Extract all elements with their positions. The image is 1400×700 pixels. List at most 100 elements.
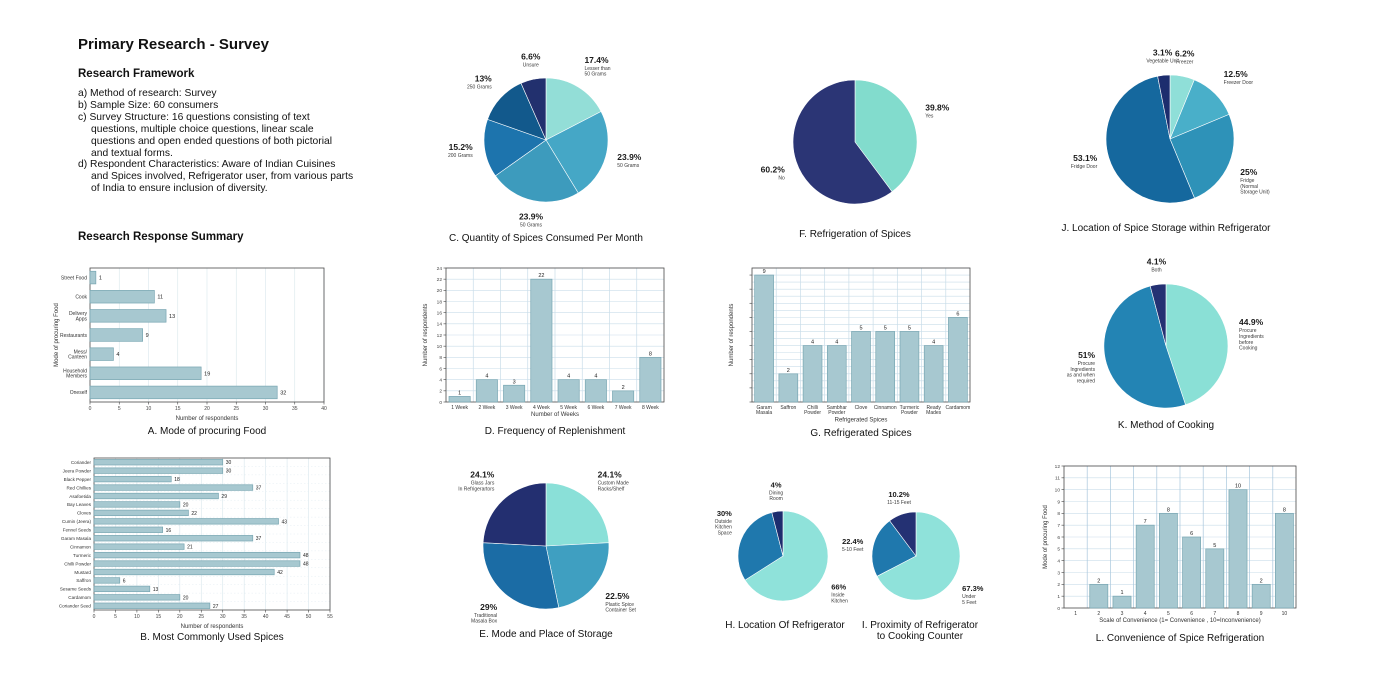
label-line: Procure <box>1239 328 1257 334</box>
category-label: 2 <box>1097 611 1100 617</box>
label-line: Mades <box>926 410 942 416</box>
slice-percent: 66% <box>831 582 846 591</box>
chart-proximity-of-refrigerator: 67.3% Under 5 Feet 22.4% 5-10 Feet 10.2% 11-15… <box>842 468 985 648</box>
slice-label: Lesser than 50 Grams <box>584 66 610 78</box>
label-line: Outside <box>715 519 732 525</box>
label-line: I. Proximity of Refrigerator <box>862 620 979 631</box>
category-label: Garam Masala <box>756 405 772 416</box>
bar-value: 6 <box>123 578 126 584</box>
category-label: Street Food <box>61 275 87 281</box>
bar <box>89 290 155 304</box>
category-label: Mess/Canteen <box>68 349 88 360</box>
tick-label: 6 <box>439 366 442 372</box>
bar <box>851 331 871 403</box>
slice-label: Traditional Masala Box <box>471 613 498 625</box>
bar <box>1112 595 1132 609</box>
framework-line: and textual forms. <box>91 147 173 159</box>
label-line: Custom Made <box>598 481 629 487</box>
pie-slice <box>744 510 829 602</box>
bar-value: 22 <box>538 273 544 279</box>
tick-label: 22 <box>437 277 443 283</box>
bar-value: 48 <box>303 553 309 559</box>
pie-slice <box>494 139 579 203</box>
label-line: Glass Jars <box>471 481 495 487</box>
category-label: Cloves <box>77 511 92 516</box>
bar-value: 20 <box>183 595 189 601</box>
bar <box>1159 512 1178 609</box>
category-label: Oneself <box>70 390 88 396</box>
chart-title: F. Refrigeration of Spices <box>799 229 911 240</box>
bar <box>948 317 968 403</box>
bar <box>503 384 526 403</box>
slice-label: Vegetable Unit <box>1146 58 1179 64</box>
bar <box>475 379 498 403</box>
chart-most-commonly-used-spices: 30 Coriander 30 Jeera Powder 18 Black Pepper 3… <box>50 452 346 652</box>
bar <box>89 328 144 342</box>
slice-percent: 23.9% <box>617 152 642 162</box>
bar <box>93 602 211 609</box>
slice-percent: 24.1% <box>470 470 495 480</box>
slice-percent: 22.4% <box>842 537 864 546</box>
tick-label: 8 <box>1057 511 1060 517</box>
tick-label: 11 <box>1055 476 1060 482</box>
bar <box>89 270 97 285</box>
slice-percent: 12.5% <box>1224 69 1249 79</box>
hbar-A: 1 Street Food 11 Cook 13 Delivery Apps 9 Restaur… <box>54 267 327 437</box>
bar <box>1228 489 1248 609</box>
category-label: 4 Week <box>533 405 550 411</box>
pie-slice <box>482 542 560 610</box>
chart-title: E. Mode and Place of Storage <box>479 629 613 640</box>
slice-label: 50 Grams <box>520 222 542 228</box>
pie-slice <box>545 111 609 194</box>
framework-line: d) Respondent Characteristics: Aware of … <box>78 159 336 171</box>
slice-label: Yes <box>925 114 934 120</box>
bar-value: 1 <box>99 276 102 282</box>
category-label: Cinnamon <box>70 544 91 549</box>
bar-value: 21 <box>187 545 193 551</box>
category-label: Jeera Powder <box>63 468 92 473</box>
bar-value: 2 <box>622 385 625 391</box>
bar-value: 37 <box>256 486 262 492</box>
category-label: 10 <box>1282 611 1288 617</box>
slice-label: Glass Jars In Refrigerartors <box>458 481 495 493</box>
bar-value: 7 <box>1144 519 1147 525</box>
category-label: 8 <box>1237 611 1240 617</box>
bar <box>639 356 662 403</box>
bar-value: 30 <box>226 469 232 475</box>
bar <box>93 526 164 533</box>
chart-title: C. Quantity of Spices Consumed Per Month <box>449 233 643 244</box>
label-line: Kitchen <box>831 598 848 604</box>
label-line: Canteen <box>68 355 87 361</box>
bar <box>93 568 275 576</box>
slice-percent: 22.5% <box>605 591 630 601</box>
pie-slice <box>1157 74 1171 140</box>
framework-line: a) Method of research: Survey <box>78 88 217 99</box>
bar <box>93 475 172 483</box>
chart-refrigerated-spices: 9 Garam Masala 2 Saffron 4 Chilli Powder 4 Sambha… <box>726 262 982 440</box>
category-label: 5 <box>1167 611 1170 617</box>
slice-label: Custom Made Racks/Shelf <box>598 481 629 493</box>
pie-slice <box>737 512 784 581</box>
category-label: 6 Week <box>587 405 604 411</box>
label-line: Kitchen <box>715 525 732 531</box>
tick-label: 12 <box>437 333 443 339</box>
pie-K: 44.9%Procure Ingredients before Cooking51%P… <box>1067 257 1265 431</box>
category-label: Cook <box>75 295 87 301</box>
slice-percent: 24.1% <box>598 470 623 480</box>
tick-label: 3 <box>1057 570 1060 576</box>
bar-value: 4 <box>485 374 488 380</box>
chart-title: B. Most Commonly Used Spices <box>140 632 283 643</box>
slice-percent: 29% <box>480 602 497 612</box>
tick-label: 40 <box>263 614 269 620</box>
bar-value: 4 <box>567 374 570 380</box>
slice-percent: 44.9% <box>1239 317 1264 327</box>
slice-percent: 15.2% <box>449 142 474 152</box>
bar-value: 43 <box>282 519 288 525</box>
slice-label: Outside Kitchen Space <box>715 519 732 537</box>
chart-title: A. Mode of procuring Food <box>148 426 266 437</box>
category-label: Delivery Apps <box>69 311 88 322</box>
bar <box>802 345 823 403</box>
bar <box>1275 512 1294 609</box>
